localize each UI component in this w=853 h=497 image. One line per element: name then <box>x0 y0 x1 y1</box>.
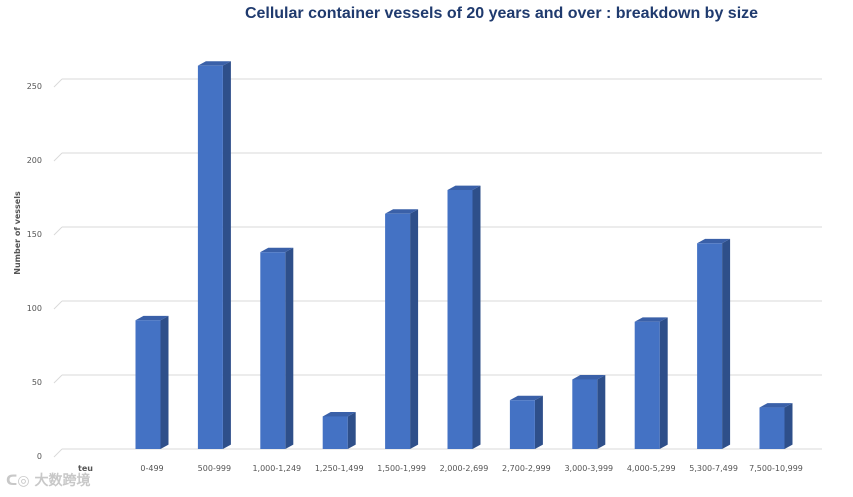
bar <box>260 252 286 449</box>
bar <box>634 321 660 449</box>
bar-side <box>722 238 731 449</box>
x-tick-label: 4,000-5,299 <box>627 464 676 473</box>
bar-top <box>260 247 294 253</box>
y-tick-label: 50 <box>32 378 42 387</box>
bar-side <box>347 412 356 449</box>
bar-top <box>509 395 543 401</box>
bar <box>447 190 473 449</box>
bar-top <box>759 403 793 408</box>
watermark-logo: ᑕ◎ 大数跨境 <box>6 473 91 489</box>
bar <box>197 65 223 450</box>
bar-top <box>634 317 668 322</box>
bar <box>759 407 785 449</box>
bar-side <box>597 375 606 449</box>
watermark-text: 大数跨境 <box>34 473 91 489</box>
bar-top <box>197 61 231 66</box>
bar <box>572 379 598 449</box>
x-tick-label: 1,250-1,499 <box>315 464 364 473</box>
x-tick-label: 3,000-3,999 <box>564 464 613 473</box>
x-tick-label: 7,500-10,999 <box>749 464 803 473</box>
bar-top <box>135 315 169 321</box>
x-tick-label: 2,000-2,699 <box>440 464 489 473</box>
x-tick-label: 5,300-7,499 <box>689 464 738 473</box>
bar-side <box>410 209 419 449</box>
bar-top <box>697 238 731 244</box>
bar <box>509 400 535 449</box>
bar <box>322 416 348 449</box>
y-tick-label: 150 <box>27 230 42 239</box>
gridline-depth <box>53 374 63 384</box>
bar <box>697 243 723 449</box>
y-tick-label: 100 <box>27 304 42 313</box>
x-tick-label: 1,000-1,249 <box>252 464 301 473</box>
bar <box>135 320 161 449</box>
gridline-depth <box>53 152 63 162</box>
bar-top <box>447 185 481 190</box>
bar-side <box>222 61 231 449</box>
bar-side <box>784 403 793 449</box>
bar-side <box>534 395 543 449</box>
chart-title: Cellular container vessels of 20 years a… <box>244 5 759 22</box>
y-tick-label: 0 <box>37 452 42 461</box>
bar-top <box>572 375 606 380</box>
y-tick-label: 250 <box>27 82 42 91</box>
x-tick-label: 0-499 <box>140 464 163 473</box>
gridline-depth <box>53 448 63 458</box>
bar-top <box>322 412 356 417</box>
x-axis-label: teu <box>78 464 93 473</box>
gridline-depth <box>53 78 63 88</box>
x-tick-label: 1,500-1,999 <box>377 464 426 473</box>
bar-top <box>385 209 419 214</box>
bar-side <box>285 247 294 449</box>
gridline-depth <box>53 226 63 236</box>
bar-side <box>472 185 481 449</box>
y-axis-label: Number of vessels <box>13 191 22 275</box>
gridline-depth <box>53 300 63 310</box>
bar-side <box>659 317 668 449</box>
y-tick-label: 200 <box>27 156 42 165</box>
x-tick-label: 2,700-2,999 <box>502 464 551 473</box>
x-tick-label: 500-999 <box>198 464 231 473</box>
bar-side <box>160 315 169 449</box>
bar <box>385 213 411 449</box>
